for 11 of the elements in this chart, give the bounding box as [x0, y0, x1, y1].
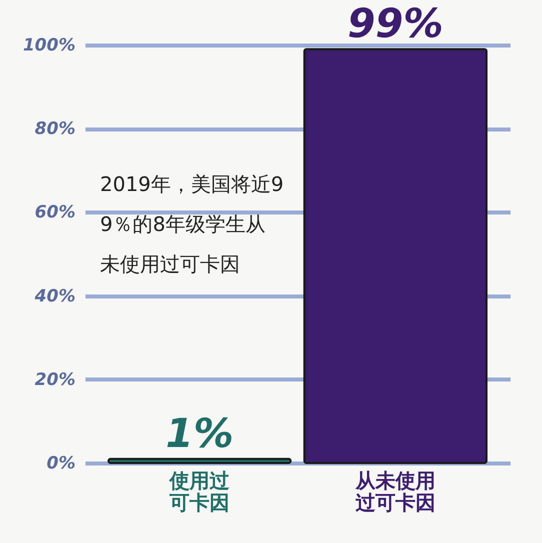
annotation: 2019年，美国将近99％的8年级学生从未使用过可卡因 — [100, 172, 284, 276]
y-tick-label: 80% — [34, 119, 76, 140]
data-label: 99% — [348, 1, 444, 48]
y-tick-label: 20% — [34, 370, 76, 390]
data-label: 1% — [166, 410, 234, 457]
x-tick-label: 从未使用过可卡因 — [354, 468, 436, 514]
y-tick-label: 60% — [34, 202, 76, 223]
y-tick-label: 100% — [22, 36, 76, 56]
x-tick-label: 使用过可卡因 — [168, 468, 231, 514]
y-tick-label: 0% — [46, 454, 76, 474]
y-tick-label: 40% — [34, 286, 76, 306]
